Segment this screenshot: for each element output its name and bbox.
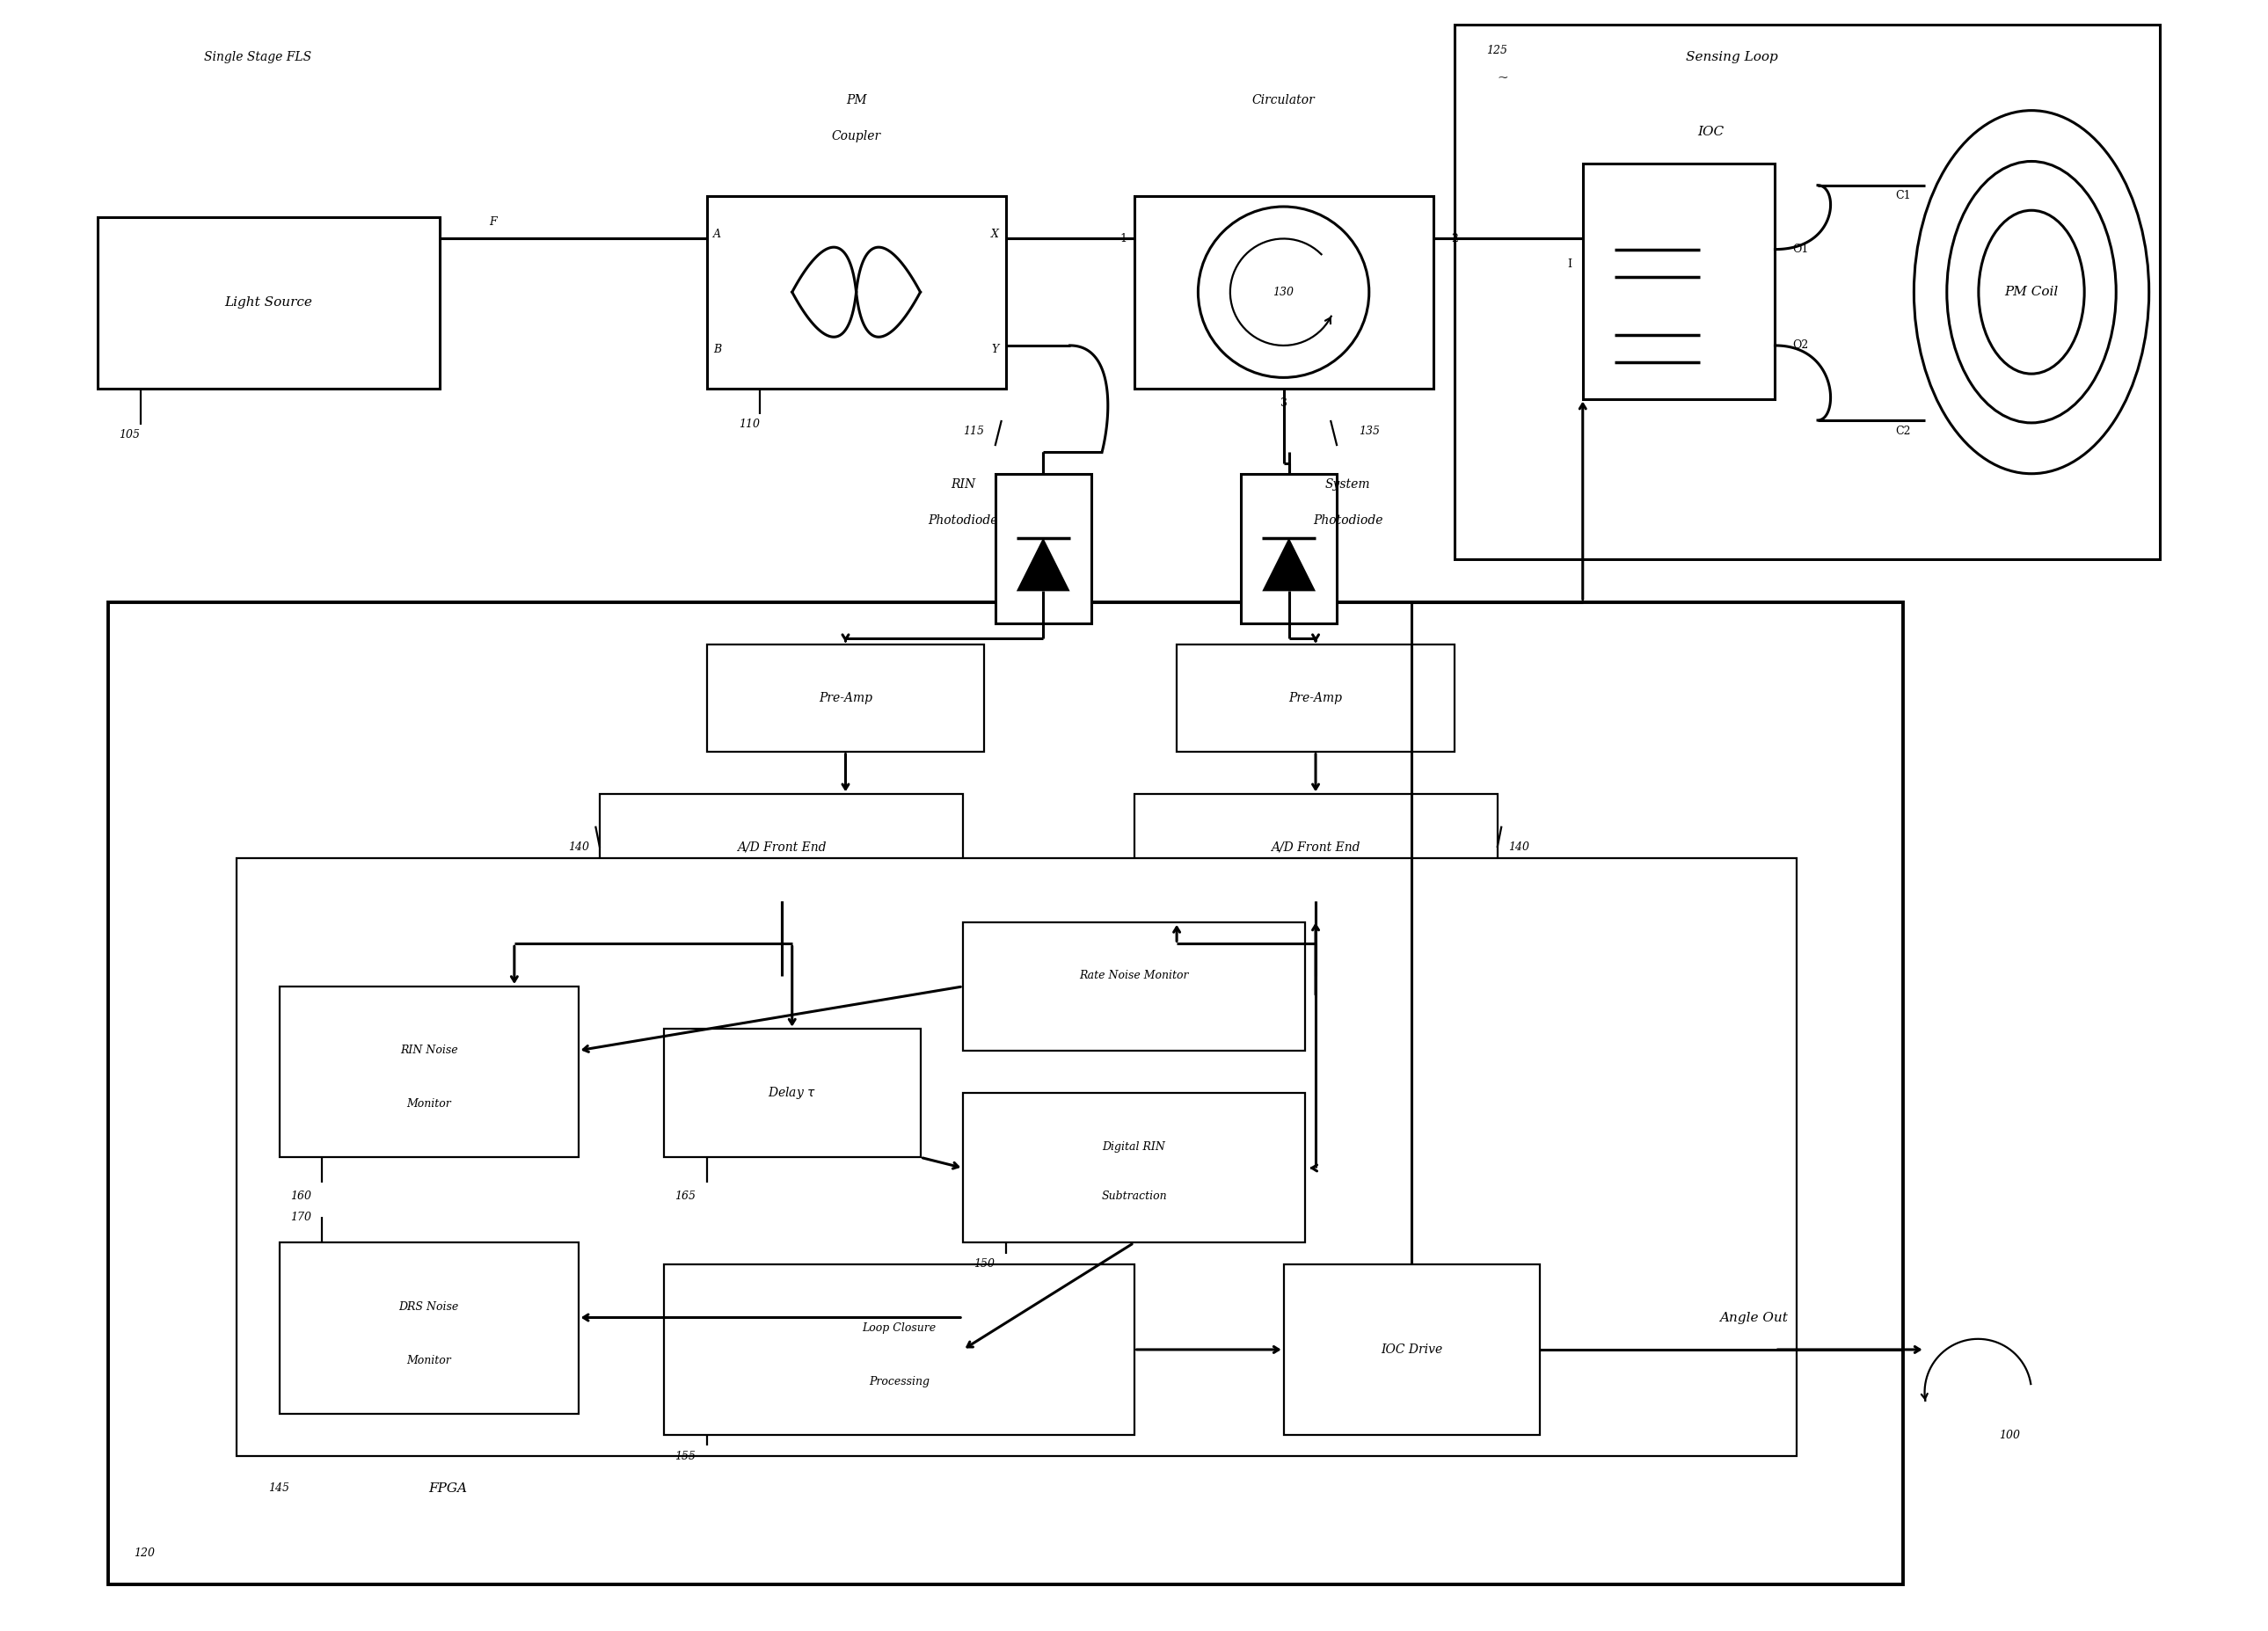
Text: Photodiode: Photodiode	[928, 514, 998, 527]
Text: 100: 100	[2000, 1429, 2021, 1440]
Text: 2: 2	[1452, 233, 1458, 245]
Text: 105: 105	[118, 429, 141, 440]
FancyBboxPatch shape	[708, 644, 984, 752]
Polygon shape	[792, 248, 921, 292]
Text: A/D Front End: A/D Front End	[737, 842, 826, 853]
Text: FPGA: FPGA	[429, 1483, 467, 1494]
Text: RIN Noise: RIN Noise	[399, 1045, 458, 1057]
FancyBboxPatch shape	[1454, 24, 2159, 559]
Text: 120: 120	[134, 1548, 154, 1559]
FancyBboxPatch shape	[665, 1264, 1134, 1435]
Text: Photodiode: Photodiode	[1313, 514, 1383, 527]
Text: 145: 145	[268, 1483, 290, 1494]
FancyBboxPatch shape	[964, 1093, 1304, 1243]
Text: 125: 125	[1486, 46, 1508, 57]
Text: 140: 140	[567, 842, 590, 853]
Text: A/D Front End: A/D Front End	[1270, 842, 1361, 853]
Text: B: B	[714, 344, 721, 356]
FancyBboxPatch shape	[996, 473, 1091, 623]
Text: Pre-Amp: Pre-Amp	[819, 692, 873, 705]
Text: Angle Out: Angle Out	[1719, 1311, 1787, 1324]
Text: 115: 115	[964, 426, 984, 437]
Text: Monitor: Monitor	[406, 1098, 451, 1109]
Text: DRS Noise: DRS Noise	[399, 1302, 458, 1313]
Text: Delay $\tau$: Delay $\tau$	[769, 1085, 816, 1101]
Text: IOC: IOC	[1699, 126, 1724, 139]
Text: 140: 140	[1508, 842, 1529, 853]
Text: Rate Noise Monitor: Rate Noise Monitor	[1080, 970, 1188, 982]
FancyBboxPatch shape	[1284, 1264, 1540, 1435]
Text: 135: 135	[1359, 426, 1379, 437]
Text: 110: 110	[739, 419, 760, 431]
Text: Monitor: Monitor	[406, 1355, 451, 1367]
Text: ~: ~	[1497, 72, 1508, 85]
Text: IOC Drive: IOC Drive	[1381, 1344, 1442, 1355]
Text: 170: 170	[290, 1212, 311, 1223]
Text: 165: 165	[674, 1191, 696, 1202]
FancyBboxPatch shape	[599, 794, 964, 900]
Text: System: System	[1325, 478, 1370, 491]
Text: C1: C1	[1896, 191, 1912, 202]
FancyBboxPatch shape	[98, 217, 440, 388]
Text: Circulator: Circulator	[1252, 93, 1315, 106]
Text: Processing: Processing	[869, 1377, 930, 1388]
Text: 130: 130	[1272, 287, 1295, 298]
Text: RIN: RIN	[950, 478, 975, 491]
Text: C2: C2	[1896, 426, 1912, 437]
FancyBboxPatch shape	[964, 922, 1304, 1050]
FancyBboxPatch shape	[665, 1029, 921, 1158]
Text: PM Coil: PM Coil	[2005, 285, 2059, 298]
Text: X: X	[991, 228, 998, 240]
Polygon shape	[1016, 538, 1070, 590]
FancyBboxPatch shape	[279, 1243, 578, 1414]
Text: I: I	[1567, 259, 1572, 271]
Text: 160: 160	[290, 1191, 311, 1202]
Text: O1: O1	[1792, 243, 1808, 254]
Polygon shape	[1263, 538, 1315, 590]
Text: Digital RIN: Digital RIN	[1102, 1142, 1166, 1153]
Text: 155: 155	[674, 1450, 696, 1461]
Text: F: F	[490, 215, 497, 227]
FancyBboxPatch shape	[1583, 163, 1776, 400]
FancyBboxPatch shape	[279, 987, 578, 1158]
Circle shape	[1198, 207, 1370, 377]
FancyBboxPatch shape	[708, 196, 1005, 388]
Text: Loop Closure: Loop Closure	[862, 1323, 937, 1334]
Text: Light Source: Light Source	[225, 297, 313, 308]
FancyBboxPatch shape	[109, 602, 1903, 1585]
Text: A: A	[714, 228, 721, 240]
Text: PM: PM	[846, 93, 866, 106]
FancyBboxPatch shape	[236, 858, 1796, 1456]
Text: Pre-Amp: Pre-Amp	[1288, 692, 1343, 705]
Text: Single Stage FLS: Single Stage FLS	[204, 51, 311, 64]
Text: 3: 3	[1279, 398, 1288, 409]
Text: Y: Y	[991, 344, 998, 356]
Text: O2: O2	[1792, 339, 1808, 351]
FancyBboxPatch shape	[1177, 644, 1454, 752]
FancyBboxPatch shape	[1134, 196, 1433, 388]
Text: 150: 150	[973, 1259, 996, 1271]
Text: Sensing Loop: Sensing Loop	[1685, 51, 1778, 64]
Text: Coupler: Coupler	[832, 130, 880, 142]
Text: Subtraction: Subtraction	[1102, 1191, 1166, 1202]
Polygon shape	[792, 292, 921, 338]
Text: 1: 1	[1120, 233, 1127, 245]
FancyBboxPatch shape	[1134, 794, 1497, 900]
FancyBboxPatch shape	[1241, 473, 1338, 623]
